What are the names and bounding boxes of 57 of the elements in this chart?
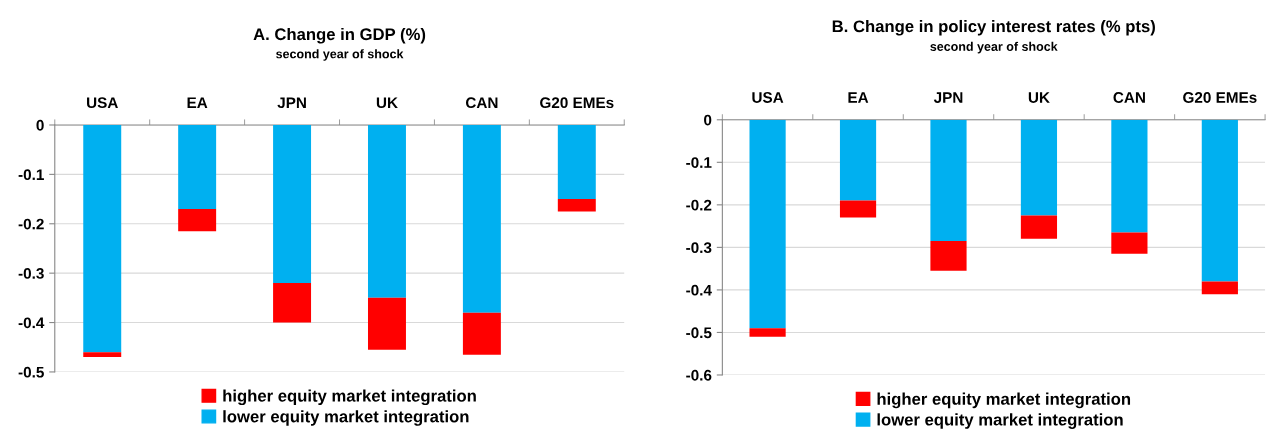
- bar: [557, 199, 596, 212]
- y-tick-label: -0.5: [686, 327, 712, 339]
- bar: [1111, 232, 1148, 254]
- x-tick-label: EA: [187, 97, 208, 108]
- legend-label: higher equity market integration: [877, 392, 1131, 409]
- legend-label: higher equity market integration: [223, 389, 476, 406]
- bar: [367, 297, 406, 350]
- bar: [839, 119, 877, 201]
- x-tick-label: CAN: [1113, 92, 1145, 103]
- bar: [1020, 215, 1058, 239]
- x-tick-label: G20 EMEs: [540, 97, 614, 109]
- y-tick-label: -0.1: [18, 169, 44, 181]
- bar: [178, 208, 217, 232]
- y-tick-label: -0.3: [18, 268, 44, 279]
- y-tick-label: 0: [36, 119, 44, 131]
- bar: [273, 124, 312, 284]
- chart-title: A. Change in GDP (%): [253, 27, 426, 44]
- bar: [749, 119, 786, 329]
- bar: [1201, 119, 1238, 282]
- bar: [1020, 119, 1058, 216]
- y-tick-label: -0.4: [686, 284, 712, 296]
- y-tick-label: -0.1: [686, 157, 712, 168]
- y-tick-label: -0.4: [18, 317, 45, 329]
- x-tick-label: UK: [376, 97, 398, 109]
- bar: [1111, 119, 1148, 233]
- chart-subtitle: second year of shock: [930, 41, 1058, 54]
- x-tick-label: JPN: [933, 92, 963, 103]
- x-tick-label: CAN: [465, 97, 498, 109]
- bar: [1201, 281, 1238, 295]
- bar: [83, 352, 122, 358]
- legend-label: lower equity market integration: [223, 410, 469, 426]
- x-tick-label: USA: [87, 97, 118, 109]
- x-tick-label: EA: [848, 92, 869, 103]
- y-tick-label: -0.2: [686, 199, 712, 211]
- y-tick-label: -0.2: [18, 218, 44, 230]
- legend-label: lower equity market integration: [877, 413, 1123, 429]
- bar: [462, 124, 501, 313]
- bar: [930, 241, 967, 271]
- chart-subtitle: second year of shock: [276, 49, 404, 61]
- y-tick-label: -0.5: [18, 366, 44, 378]
- y-tick-label: -0.6: [686, 369, 712, 381]
- bar: [930, 119, 967, 241]
- bar: [749, 328, 786, 337]
- x-tick-label: UK: [1028, 92, 1050, 103]
- x-tick-label: USA: [752, 92, 784, 103]
- x-tick-label: G20 EMEs: [1183, 92, 1257, 103]
- bar: [83, 124, 122, 353]
- bar: [557, 124, 596, 200]
- chart-title: B. Change in policy interest rates (% pts): [832, 19, 1155, 36]
- y-tick-label: 0: [704, 114, 712, 126]
- y-tick-label: -0.3: [686, 242, 712, 254]
- bar: [273, 283, 312, 323]
- bar: [462, 312, 501, 355]
- bar: [178, 124, 217, 209]
- bar: [839, 200, 877, 218]
- bar: [367, 124, 406, 298]
- x-tick-label: JPN: [277, 97, 306, 109]
